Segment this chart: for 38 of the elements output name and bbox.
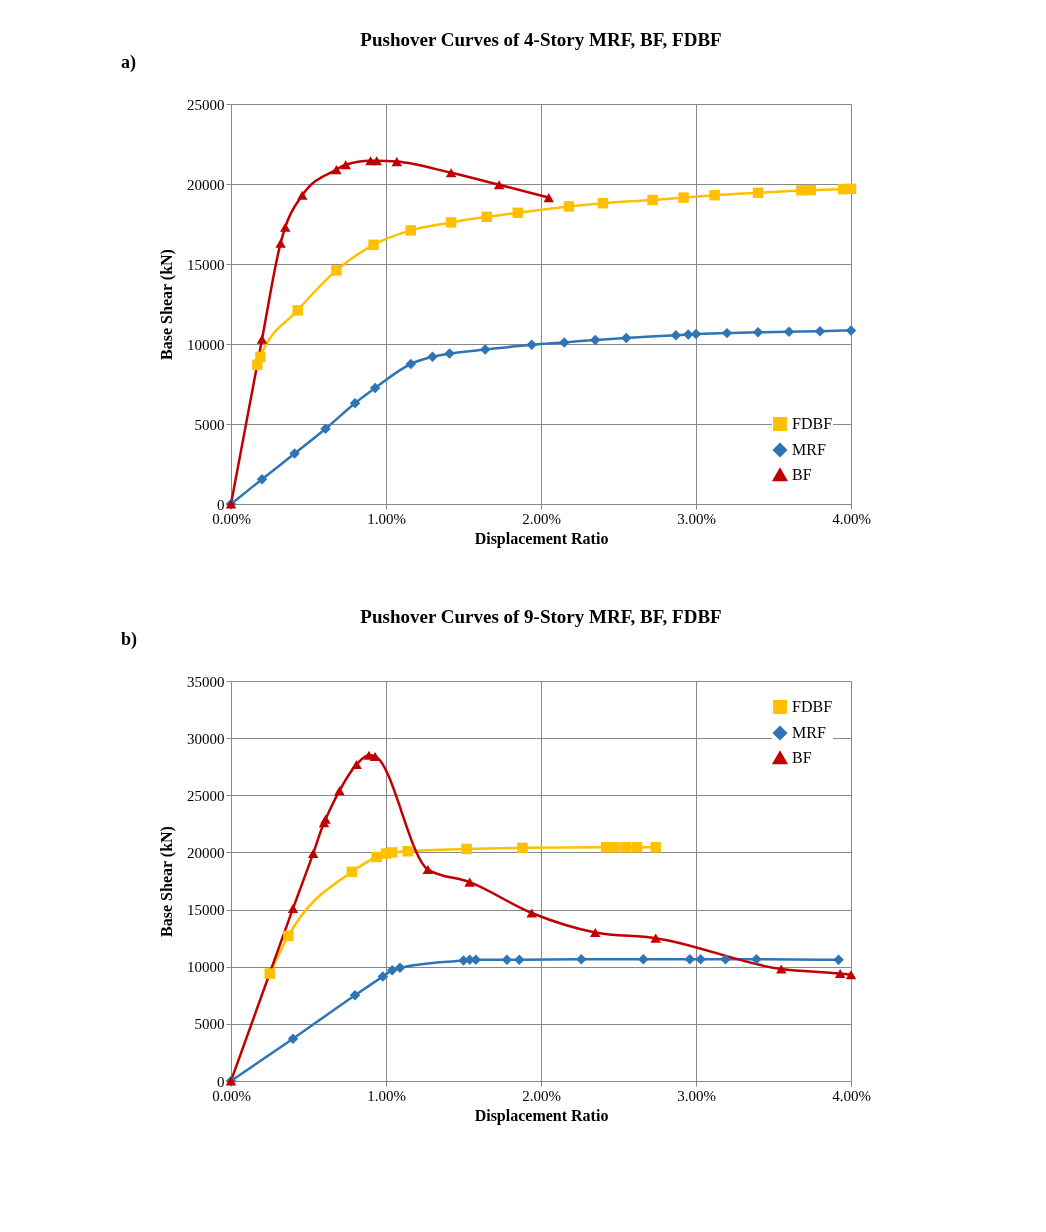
y-axis-title: Base Shear (kN): [158, 249, 176, 360]
x-axis-title: Displacement Ratio: [474, 529, 609, 548]
legend-label: FDBF: [792, 415, 833, 432]
y-tick-label: 25000: [187, 787, 225, 804]
x-tick-label: 2.00%: [522, 510, 561, 527]
x-tick-label: 0.00%: [212, 1087, 251, 1104]
legend-label: BF: [792, 466, 812, 483]
x-tick-label: 3.00%: [677, 510, 716, 527]
y-tick-label: 20000: [187, 176, 225, 193]
chart-title: Pushover Curves of 9-Story MRF, BF, FDBF: [360, 606, 722, 627]
legend-label: MRF: [792, 441, 826, 458]
y-tick-label: 0: [217, 496, 225, 513]
y-tick-label: 20000: [187, 844, 225, 861]
y-tick-label: 5000: [194, 1016, 225, 1033]
y-tick-label: 0: [217, 1073, 225, 1090]
y-tick-label: 10000: [187, 336, 225, 353]
chart-title: Pushover Curves of 4-Story MRF, BF, FDBF: [360, 29, 722, 50]
y-tick-label: 25000: [187, 96, 225, 113]
x-tick-label: 4.00%: [832, 1087, 871, 1104]
text: a): [121, 52, 136, 73]
y-tick-label: 5000: [194, 416, 225, 433]
y-tick-label: 15000: [187, 902, 225, 919]
legend-label: FDBF: [792, 698, 833, 715]
x-tick-label: 0.00%: [212, 510, 251, 527]
legend-label: MRF: [792, 724, 826, 741]
legend-label: BF: [792, 749, 812, 766]
y-tick-label: 10000: [187, 959, 225, 976]
y-tick-label: 30000: [187, 730, 225, 747]
x-tick-label: 4.00%: [832, 510, 871, 527]
x-tick-label: 2.00%: [522, 1087, 561, 1104]
y-tick-label: 15000: [187, 256, 225, 273]
x-tick-label: 3.00%: [677, 1087, 716, 1104]
x-tick-label: 1.00%: [367, 1087, 406, 1104]
y-axis-title: Base Shear (kN): [158, 826, 176, 937]
x-axis-title: Displacement Ratio: [474, 1106, 609, 1125]
text: b): [121, 629, 138, 650]
y-tick-label: 35000: [187, 673, 225, 690]
x-tick-label: 1.00%: [367, 510, 406, 527]
